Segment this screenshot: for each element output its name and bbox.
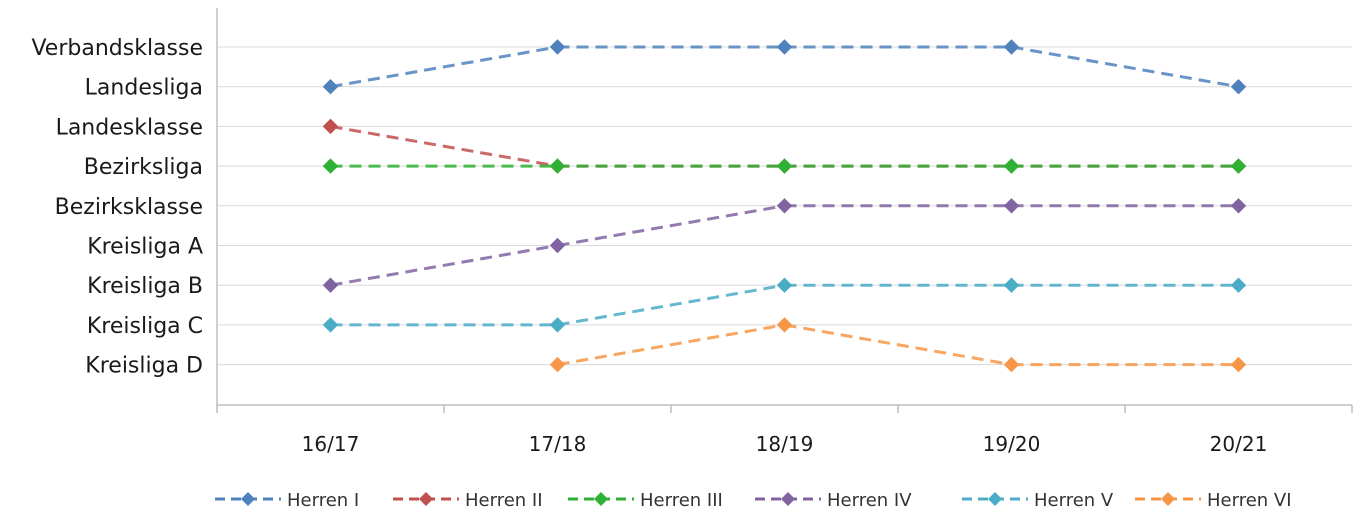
data-point-marker xyxy=(776,198,793,214)
axes xyxy=(216,8,1353,413)
series-line-segment xyxy=(557,323,785,367)
data-point-marker xyxy=(776,317,793,333)
y-tick-label: Landesklasse xyxy=(56,115,203,140)
y-tick-label: Bezirksliga xyxy=(84,155,203,180)
y-tick-label: Kreisliga C xyxy=(87,314,203,339)
legend-label: Herren I xyxy=(287,490,359,511)
series-line-segment xyxy=(330,244,558,287)
series-herren-vi xyxy=(549,317,1247,373)
data-point-marker xyxy=(1003,198,1020,214)
legend-label: Herren III xyxy=(640,490,723,511)
data-point-marker xyxy=(1230,198,1247,214)
legend-label: Herren VI xyxy=(1207,490,1292,511)
series-herren-iv xyxy=(322,198,1247,293)
x-tick-label: 18/19 xyxy=(756,432,814,456)
legend-item-herren-iv: Herren IV xyxy=(755,490,912,511)
data-point-marker xyxy=(1003,356,1020,373)
y-tick-label: Verbandsklasse xyxy=(31,36,203,61)
legend-marker xyxy=(781,492,795,506)
data-point-marker xyxy=(1003,158,1020,174)
legend-marker xyxy=(241,492,255,506)
legend-label: Herren II xyxy=(465,490,543,511)
tick-labels: Kreisliga D Kreisliga C Kreisliga B Kreisli… xyxy=(31,36,1267,456)
data-point-marker xyxy=(322,277,339,293)
y-tick-label: Bezirksklasse xyxy=(55,195,203,220)
legend-item-herren-vi: Herren VI xyxy=(1135,490,1292,511)
x-tick-label: 19/20 xyxy=(983,432,1041,456)
legend-marker xyxy=(1161,492,1175,506)
series-layer xyxy=(322,39,1247,373)
data-point-marker xyxy=(776,158,793,174)
data-point-marker xyxy=(549,237,566,254)
data-point-marker xyxy=(322,317,339,333)
legend-item-herren-i: Herren I xyxy=(215,490,359,511)
legend-label: Herren V xyxy=(1034,490,1114,511)
data-point-marker xyxy=(776,277,793,293)
legend: Herren I Herren II Herren III Herren IV Herr… xyxy=(215,490,1292,511)
legend-item-herren-iii: Herren III xyxy=(568,490,723,511)
x-tick-label: 20/21 xyxy=(1210,432,1268,456)
data-point-marker xyxy=(549,39,566,55)
data-point-marker xyxy=(549,158,566,174)
series-line-segment xyxy=(557,204,785,247)
series-line-segment xyxy=(1011,45,1239,89)
legend-marker xyxy=(594,492,608,506)
data-point-marker xyxy=(776,39,793,55)
data-point-marker xyxy=(1230,158,1247,174)
y-tick-label: Kreisliga A xyxy=(87,235,203,260)
data-point-marker xyxy=(322,78,339,95)
series-herren-v xyxy=(322,277,1247,333)
legend-item-herren-ii: Herren II xyxy=(393,490,543,511)
data-point-marker xyxy=(1003,277,1020,293)
data-point-marker xyxy=(1230,277,1247,293)
x-tick-label: 16/17 xyxy=(302,432,360,456)
legend-label: Herren IV xyxy=(827,490,912,511)
series-herren-iii xyxy=(322,158,1247,174)
x-tick-label: 17/18 xyxy=(529,432,587,456)
data-point-marker xyxy=(1230,356,1247,373)
y-tick-label: Kreisliga B xyxy=(87,274,203,299)
y-tick-label: Kreisliga D xyxy=(85,354,203,379)
series-line-segment xyxy=(784,323,1012,367)
y-tick-label: Landesliga xyxy=(85,76,203,101)
data-point-marker xyxy=(1003,39,1020,55)
data-point-marker xyxy=(1230,78,1247,95)
data-point-marker xyxy=(549,317,566,333)
legend-item-herren-v: Herren V xyxy=(962,490,1114,511)
data-point-marker xyxy=(322,158,339,174)
series-herren-i xyxy=(322,39,1247,95)
legend-marker xyxy=(988,492,1002,506)
series-line-segment xyxy=(557,283,785,327)
legend-marker xyxy=(419,492,433,506)
series-line-segment xyxy=(330,45,558,89)
data-point-marker xyxy=(322,118,339,135)
series-line-segment xyxy=(330,124,558,168)
data-point-marker xyxy=(549,356,566,373)
